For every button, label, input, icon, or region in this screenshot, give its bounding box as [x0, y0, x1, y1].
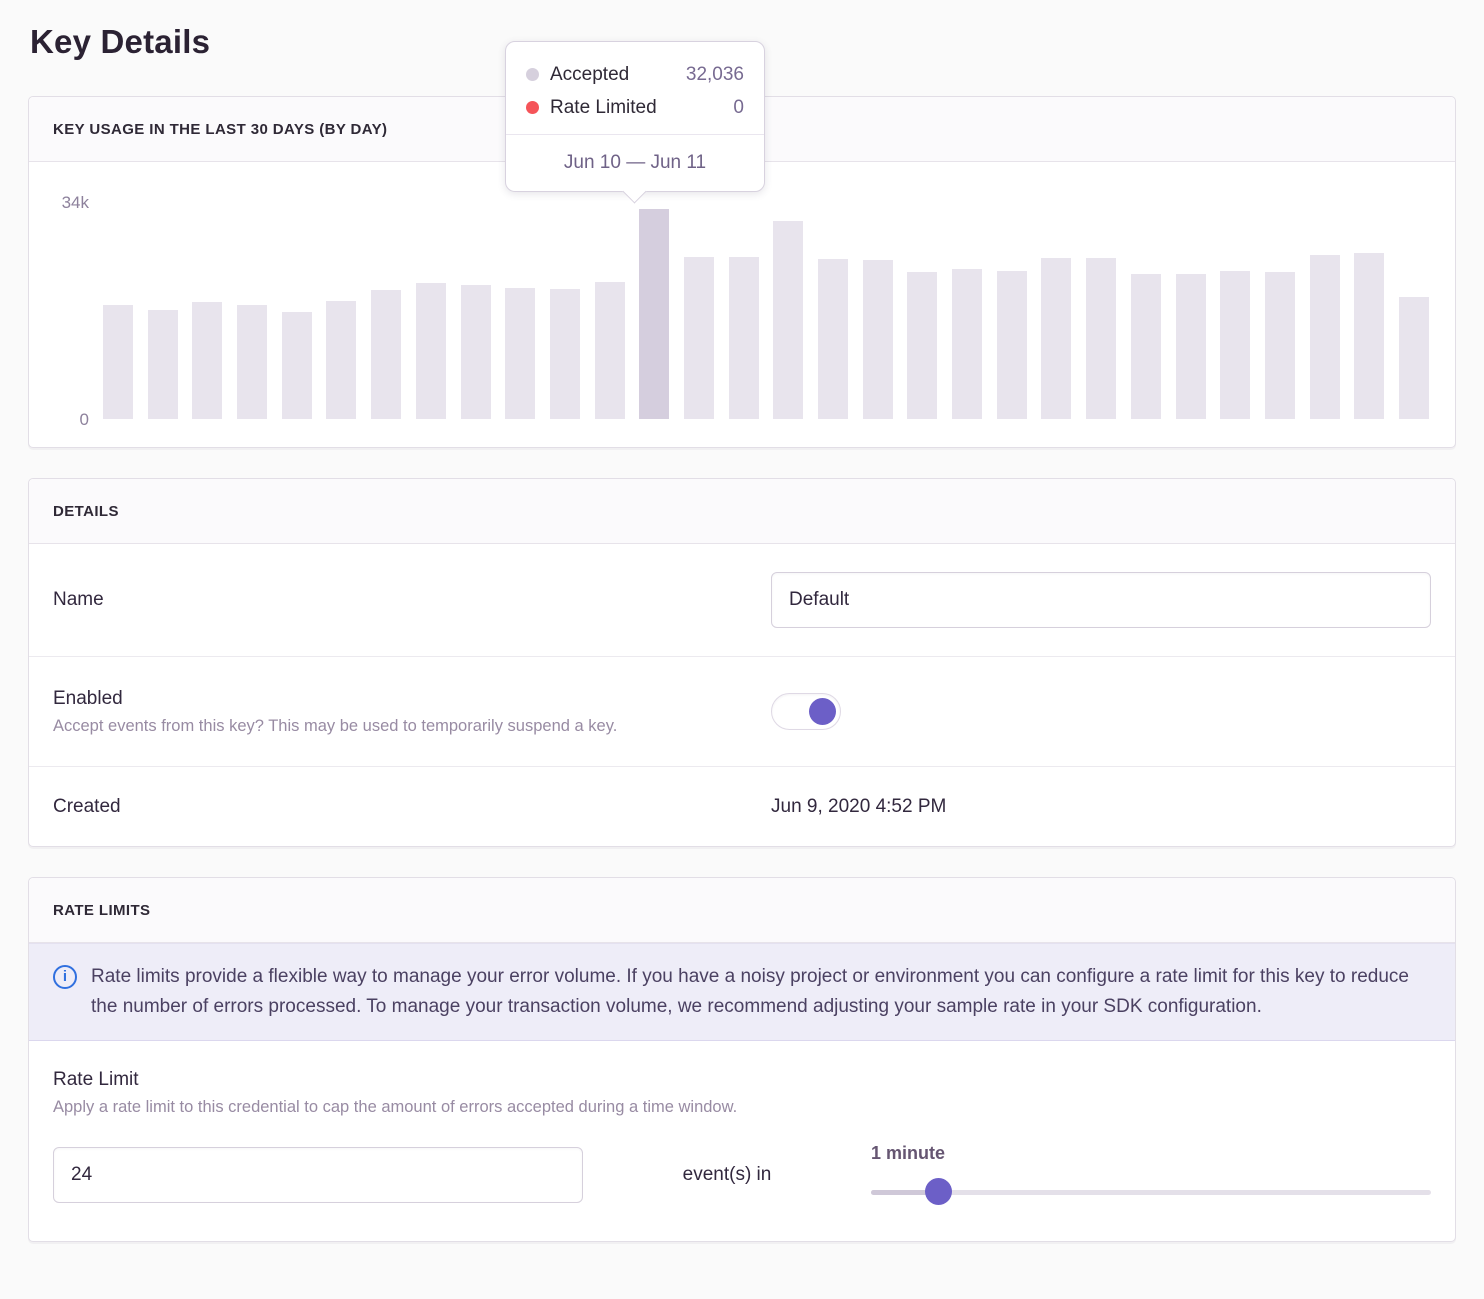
usage-bar-4[interactable] — [237, 304, 268, 419]
usage-bar-22[interactable] — [1041, 258, 1072, 419]
rate-limit-between-label: event(s) in — [682, 1163, 772, 1185]
usage-bar-12[interactable] — [594, 281, 625, 419]
tooltip-rate-limited-value: 0 — [733, 96, 744, 118]
usage-bar-29[interactable] — [1354, 253, 1385, 419]
usage-bar-10[interactable] — [505, 287, 536, 419]
usage-panel: KEY USAGE IN THE LAST 30 DAYS (BY DAY) 3… — [28, 41, 1456, 448]
usage-bar-17[interactable] — [818, 258, 848, 419]
tooltip-accepted-value: 32,036 — [685, 63, 744, 85]
usage-bar-2[interactable] — [147, 310, 178, 419]
rate-limits-info-alert: i Rate limits provide a flexible way to … — [29, 943, 1455, 1041]
tooltip-accepted-label: Accepted — [550, 63, 630, 85]
slider-track[interactable] — [871, 1189, 1431, 1195]
enabled-row: Enabled Accept events from this key? Thi… — [29, 656, 1455, 766]
usage-bar-30[interactable] — [1398, 297, 1429, 419]
info-icon: i — [53, 965, 77, 989]
enabled-label: Enabled — [53, 687, 123, 709]
details-panel: DETAILS Name Enabled Accept events from … — [28, 478, 1456, 847]
usage-bar-8[interactable] — [415, 283, 446, 419]
usage-bar-6[interactable] — [326, 301, 357, 419]
enabled-help-text: Accept events from this key? This may be… — [53, 716, 618, 735]
rate-limits-panel: RATE LIMITS i Rate limits provide a flex… — [28, 877, 1456, 1242]
rate-limit-row: Rate Limit Apply a rate limit to this cr… — [29, 1041, 1455, 1241]
accepted-series-dot-icon — [526, 68, 539, 81]
usage-bar-5[interactable] — [281, 312, 312, 419]
rate-limit-window-slider[interactable] — [871, 1178, 1431, 1206]
usage-bar-26[interactable] — [1220, 270, 1251, 419]
rate-limit-label: Rate Limit — [53, 1069, 139, 1090]
usage-chart: 34k 0 — [29, 162, 1455, 447]
slider-knob[interactable] — [925, 1178, 953, 1205]
tooltip-rate-limited-label: Rate Limited — [550, 96, 657, 118]
y-axis-max-label: 34k — [61, 193, 89, 212]
rate-limited-series-dot-icon — [526, 101, 539, 114]
tooltip-date-range: Jun 10 — Jun 11 — [506, 134, 764, 191]
details-panel-header: DETAILS — [29, 479, 1455, 544]
rate-limit-help-text: Apply a rate limit to this credential to… — [53, 1098, 738, 1116]
bar-chart — [103, 196, 1429, 419]
page-title: Key Details — [30, 23, 211, 60]
rate-limits-alert-text: Rate limits provide a flexible way to ma… — [91, 966, 1409, 1017]
created-label: Created — [53, 795, 121, 817]
usage-bar-25[interactable] — [1175, 274, 1206, 419]
usage-bar-14[interactable] — [683, 257, 714, 419]
usage-bar-9[interactable] — [460, 285, 491, 419]
toggle-knob — [809, 698, 836, 725]
usage-bar-28[interactable] — [1309, 255, 1340, 419]
tooltip-row-accepted: Accepted 32,036 — [506, 58, 764, 91]
usage-bar-7[interactable] — [371, 289, 402, 419]
usage-bar-20[interactable] — [952, 268, 983, 419]
usage-bar-1[interactable] — [103, 304, 133, 419]
rate-limits-panel-header: RATE LIMITS — [29, 878, 1455, 943]
usage-bar-18[interactable] — [862, 260, 893, 419]
usage-bar-23[interactable] — [1086, 258, 1117, 419]
name-input[interactable] — [771, 572, 1431, 628]
usage-bar-21[interactable] — [996, 270, 1027, 419]
enabled-toggle[interactable] — [771, 693, 841, 730]
rate-limit-window-label: 1 minute — [871, 1143, 946, 1163]
usage-bar-3[interactable] — [192, 302, 223, 419]
slider-filled-track — [871, 1189, 939, 1195]
chart-tooltip: Accepted 32,036 Rate Limited 0 Jun 10 — … — [505, 41, 765, 204]
usage-bar-16[interactable] — [773, 220, 804, 419]
usage-bar-27[interactable] — [1264, 272, 1295, 419]
key-details-page: Key Details KEY USAGE IN THE LAST 30 DAY… — [28, 23, 1456, 1242]
usage-bar-19[interactable] — [907, 272, 938, 419]
usage-bar-24[interactable] — [1130, 274, 1161, 419]
usage-bar-13[interactable] — [639, 208, 670, 419]
created-row: Created Jun 9, 2020 4:52 PM — [29, 766, 1455, 846]
rate-limit-count-input[interactable] — [53, 1146, 583, 1203]
name-label: Name — [53, 589, 104, 610]
created-value: Jun 9, 2020 4:52 PM — [771, 795, 947, 817]
usage-bar-15[interactable] — [728, 257, 759, 419]
y-axis-min-label: 0 — [79, 410, 89, 429]
usage-bar-11[interactable] — [549, 289, 580, 419]
name-row: Name — [29, 544, 1455, 656]
tooltip-row-rate-limited: Rate Limited 0 — [506, 91, 764, 124]
